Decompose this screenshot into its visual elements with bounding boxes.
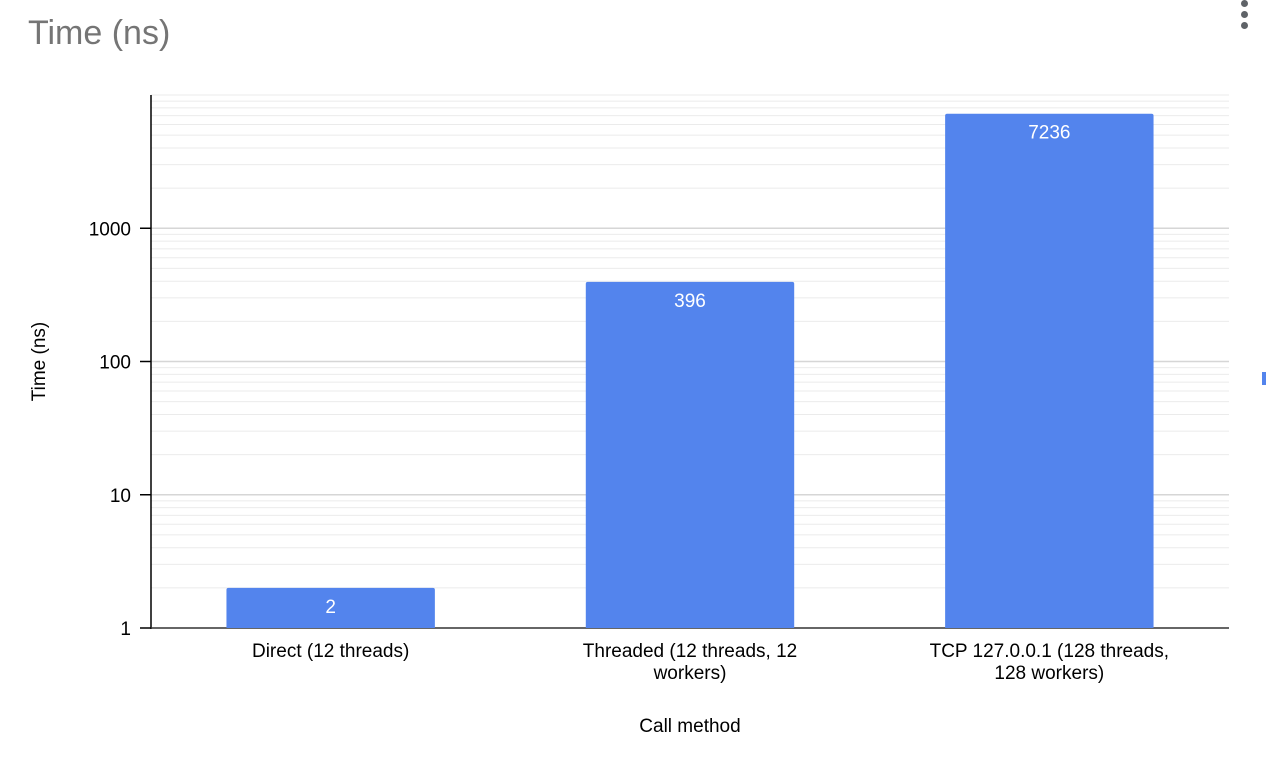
x-tick-label: 128 workers) <box>994 663 1104 684</box>
bar-data-label: 2 <box>325 597 336 618</box>
bar-data-label: 7236 <box>1028 123 1070 144</box>
y-tick-label: 1000 <box>89 219 131 240</box>
y-axis-title: Time (ns) <box>29 322 50 402</box>
menu-dot <box>1240 22 1248 29</box>
bar <box>945 113 1154 629</box>
x-tick-label: workers) <box>653 663 727 684</box>
x-tick-label: Direct (12 threads) <box>252 641 409 662</box>
bar-data-label: 396 <box>674 291 706 312</box>
menu-dot <box>1240 0 1248 7</box>
y-tick-label: 1 <box>120 619 131 640</box>
chart-title: Time (ns) <box>28 14 171 52</box>
bar <box>226 587 435 628</box>
x-axis-title: Call method <box>639 716 740 737</box>
legend-series-marker <box>1262 372 1266 385</box>
more-vert-icon[interactable] <box>1236 0 1252 30</box>
y-tick-label: 100 <box>99 353 131 374</box>
y-tick-label: 10 <box>110 486 131 507</box>
menu-dot <box>1240 11 1248 18</box>
bar <box>585 281 795 628</box>
x-tick-label: Threaded (12 threads, 12 <box>583 641 797 662</box>
x-tick-label: TCP 127.0.0.1 (128 threads, <box>930 641 1169 662</box>
